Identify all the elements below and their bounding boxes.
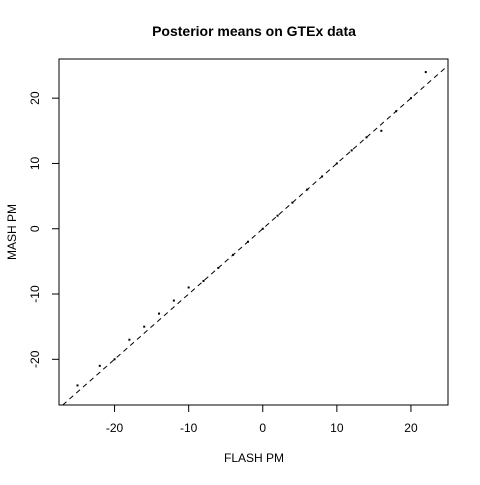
data-point [335, 162, 338, 165]
reference-line [62, 65, 449, 406]
y-tick-label: -20 [28, 350, 42, 368]
y-axis: -20 -10 0 10 20 [28, 91, 59, 368]
data-point [113, 358, 116, 361]
x-tick-label: -10 [180, 421, 198, 435]
data-point [172, 299, 175, 302]
x-tick-label: -20 [106, 421, 124, 435]
data-point [261, 227, 264, 230]
data-point [350, 149, 353, 152]
chart-title: Posterior means on GTEx data [152, 23, 356, 39]
y-tick-label: 20 [28, 91, 42, 105]
x-tick-label: 20 [404, 421, 418, 435]
data-point [409, 97, 412, 100]
data-point [98, 364, 101, 367]
data-point [76, 384, 79, 387]
x-tick-label: 10 [330, 421, 344, 435]
x-tick-label: 0 [259, 421, 266, 435]
data-point [128, 338, 131, 341]
x-axis: -20 -10 0 10 20 [106, 404, 418, 435]
data-point [380, 129, 383, 132]
y-tick-label: 10 [28, 156, 42, 170]
data-point [424, 71, 427, 74]
data-point [365, 136, 368, 139]
x-axis-label: FLASH PM [224, 451, 284, 465]
data-point [276, 214, 279, 217]
data-point [187, 286, 190, 289]
y-tick-label: 0 [28, 225, 42, 232]
data-point [202, 279, 205, 282]
data-point [143, 325, 146, 328]
data-point [158, 312, 161, 315]
y-tick-label: -10 [28, 285, 42, 303]
y-axis-label: MASH PM [5, 204, 19, 260]
